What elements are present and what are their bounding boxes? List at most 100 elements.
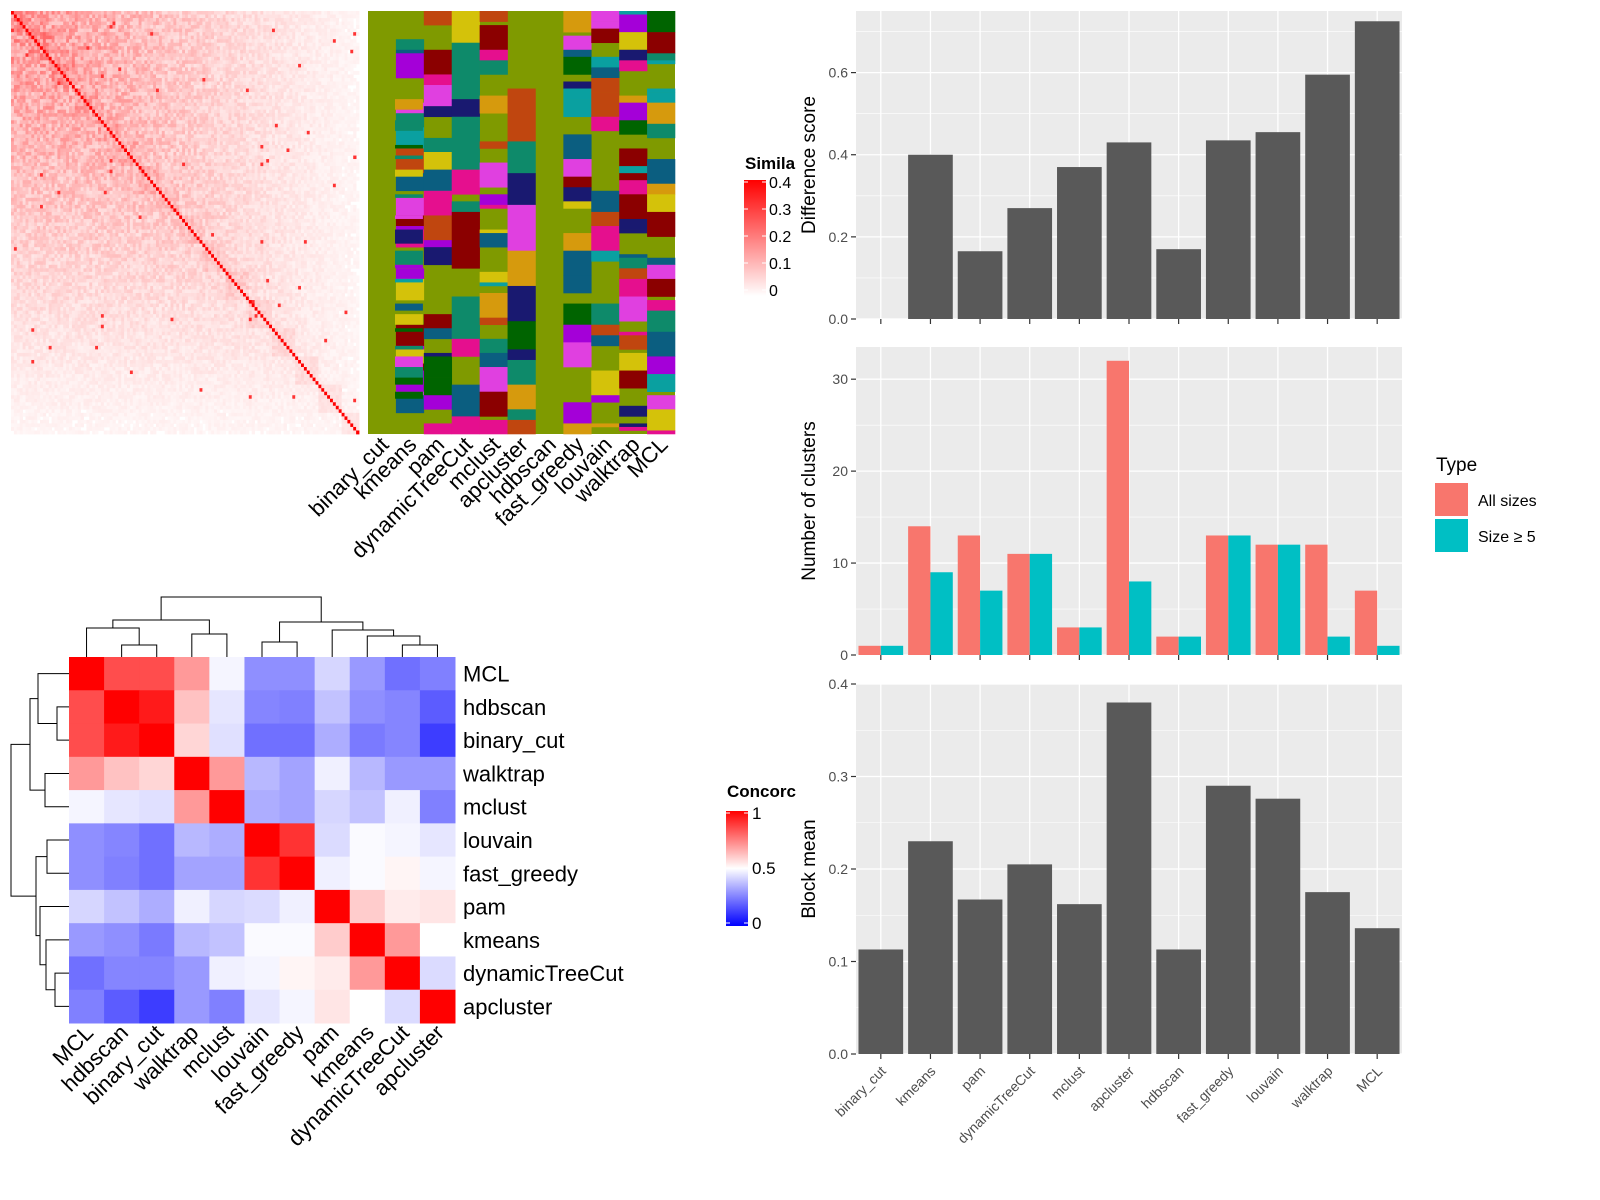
- similarity-cell: [54, 11, 58, 15]
- similarity-cell: [231, 152, 235, 156]
- similarity-cell: [132, 35, 137, 40]
- similarity-cell: [190, 18, 195, 22]
- similarity-cell: [338, 46, 342, 51]
- similarity-cell: [202, 152, 206, 156]
- similarity-cell: [135, 81, 139, 86]
- similarity-cell: [190, 102, 195, 107]
- similarity-cell: [77, 53, 81, 58]
- similarity-cell: [95, 32, 99, 37]
- similarity-cell: [115, 116, 119, 121]
- similarity-cell: [112, 49, 116, 54]
- similarity-cell: [257, 113, 261, 118]
- similarity-cell: [231, 63, 235, 68]
- similarity-cell: [292, 18, 296, 22]
- similarity-cell: [205, 63, 209, 68]
- similarity-cell: [280, 95, 284, 100]
- similarity-cell: [138, 127, 142, 132]
- similarity-cell: [237, 63, 241, 68]
- similarity-cell: [240, 14, 244, 19]
- similarity-cell: [63, 32, 67, 37]
- similarity-cell: [176, 88, 180, 93]
- similarity-cell: [231, 49, 235, 54]
- similarity-cell: [170, 95, 174, 100]
- similarity-cell: [283, 25, 287, 30]
- similarity-cell: [353, 46, 357, 51]
- similarity-cell: [222, 35, 226, 40]
- similarity-cell: [283, 14, 287, 19]
- similarity-cell: [164, 21, 168, 26]
- similarity-cell: [89, 141, 93, 146]
- similarity-cell: [48, 25, 52, 30]
- similarity-cell: [182, 85, 186, 89]
- similarity-cell: [292, 141, 296, 146]
- similarity-cell: [109, 21, 113, 26]
- similarity-cell: [243, 102, 247, 107]
- similarity-cell: [42, 11, 47, 15]
- similarity-cell: [193, 35, 197, 40]
- similarity-cell: [129, 109, 134, 114]
- similarity-cell: [89, 14, 93, 19]
- similarity-cell: [301, 102, 305, 107]
- similarity-cell: [254, 14, 258, 19]
- similarity-cell: [164, 77, 168, 82]
- similarity-cell: [25, 141, 29, 146]
- similarity-cell: [51, 88, 55, 93]
- similarity-cell: [158, 102, 163, 107]
- similarity-cell: [179, 152, 183, 156]
- similarity-cell: [124, 141, 128, 146]
- similarity-cell: [292, 25, 296, 30]
- similarity-cell: [243, 77, 247, 82]
- similarity-cell: [341, 74, 345, 79]
- similarity-cell: [257, 70, 261, 75]
- similarity-cell: [164, 25, 168, 30]
- similarity-cell: [243, 81, 247, 86]
- similarity-cell: [98, 35, 102, 40]
- similarity-cell: [153, 32, 157, 37]
- similarity-cell: [69, 152, 73, 156]
- similarity-cell: [132, 28, 137, 33]
- similarity-cell: [251, 46, 255, 51]
- similarity-cell: [356, 70, 360, 75]
- similarity-cell: [190, 152, 195, 156]
- similarity-cell: [176, 21, 180, 26]
- similarity-cell: [127, 46, 131, 51]
- similarity-cell: [318, 32, 322, 37]
- similarity-cell: [86, 134, 90, 139]
- similarity-cell: [289, 81, 293, 86]
- similarity-cell: [54, 88, 58, 93]
- similarity-cell: [324, 35, 328, 40]
- similarity-cell: [208, 123, 212, 128]
- similarity-cell: [158, 95, 163, 100]
- similarity-cell: [243, 120, 247, 125]
- similarity-cell: [48, 92, 52, 96]
- similarity-cell: [109, 63, 113, 68]
- similarity-cell: [274, 11, 279, 15]
- similarity-cell: [28, 88, 32, 93]
- similarity-cell: [112, 32, 116, 37]
- similarity-cell: [42, 25, 47, 30]
- similarity-cell: [190, 25, 195, 30]
- similarity-cell: [69, 35, 73, 40]
- similarity-cell: [31, 88, 35, 93]
- similarity-cell: [295, 88, 299, 93]
- similarity-cell: [135, 42, 139, 47]
- similarity-cell: [25, 109, 29, 114]
- similarity-cell: [176, 60, 180, 65]
- similarity-cell: [211, 39, 215, 44]
- similarity-cell: [63, 74, 67, 79]
- similarity-cell: [243, 113, 247, 118]
- similarity-cell: [170, 141, 174, 146]
- similarity-cell: [353, 53, 357, 58]
- similarity-cell: [182, 70, 186, 75]
- similarity-cell: [51, 95, 55, 100]
- similarity-cell: [25, 14, 29, 19]
- similarity-cell: [141, 88, 145, 93]
- similarity-cell: [338, 85, 342, 89]
- similarity-cell: [185, 46, 189, 51]
- similarity-cell: [234, 99, 238, 104]
- similarity-cell: [66, 92, 70, 96]
- similarity-cell: [338, 49, 342, 54]
- similarity-cell: [28, 18, 32, 22]
- similarity-cell: [214, 81, 218, 86]
- similarity-cell: [190, 106, 195, 111]
